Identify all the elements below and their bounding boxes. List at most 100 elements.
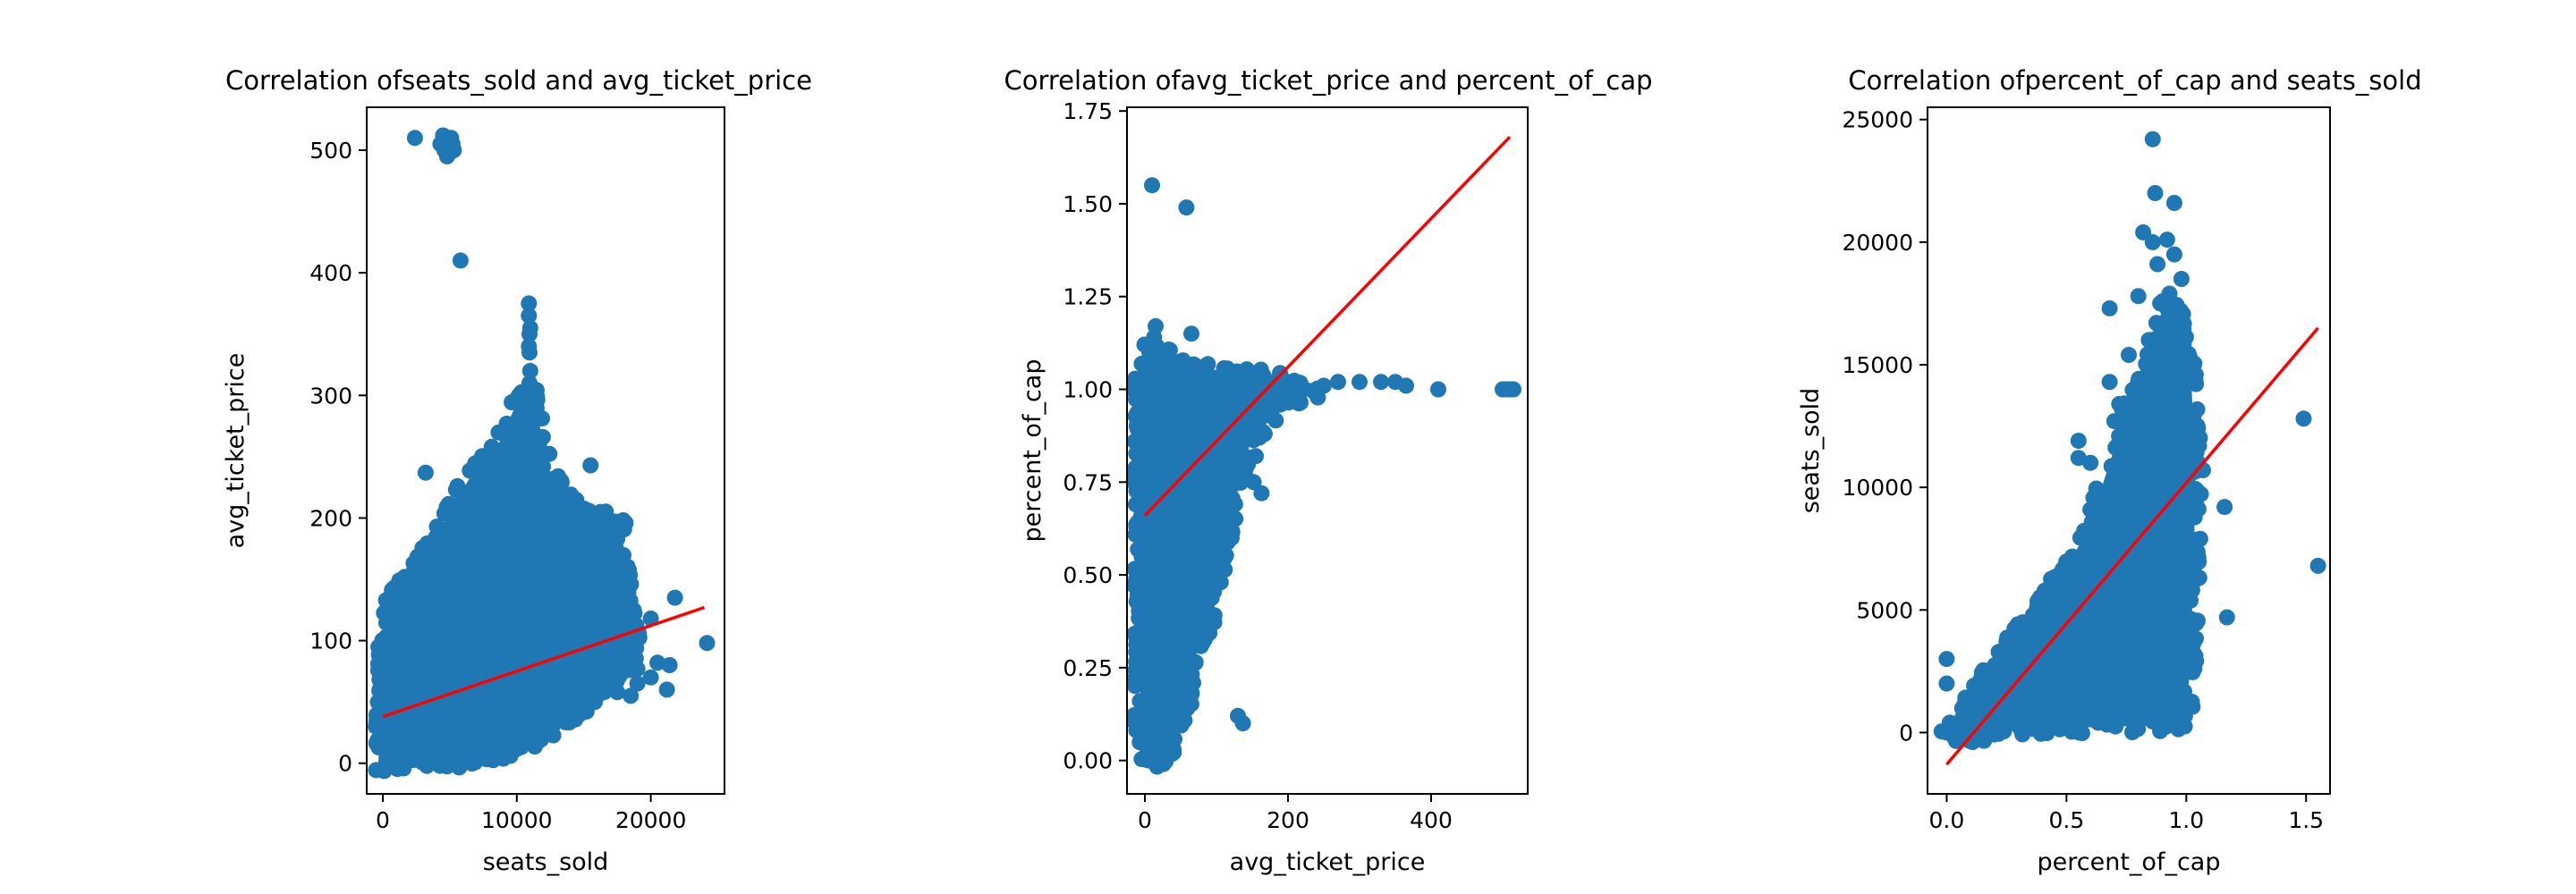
data-point [2158, 232, 2175, 249]
data-point [1938, 675, 1955, 692]
regression-line [1945, 326, 2319, 766]
data-point [612, 546, 629, 562]
data-point [521, 362, 538, 379]
data-point [2086, 504, 2103, 521]
y-tick-label: 0.25 [1063, 655, 1113, 681]
y-tick-label: 0.50 [1063, 562, 1113, 588]
data-point [1173, 717, 1190, 734]
data-point [1127, 465, 1143, 482]
y-tick-label: 0 [338, 751, 352, 777]
y-tick-label: 5000 [1856, 597, 1913, 623]
data-point [379, 757, 396, 774]
data-point [1398, 377, 1414, 394]
chart-title: Correlation ofavg_ticket_price and perce… [1004, 65, 1652, 96]
data-point [1136, 336, 1153, 353]
data-point [2157, 719, 2174, 736]
data-point [661, 657, 678, 673]
data-point [1129, 586, 1146, 603]
data-point [1128, 644, 1145, 661]
data-point [559, 512, 576, 529]
point-cloud-core [382, 567, 591, 763]
data-point [1128, 483, 1145, 500]
data-point [1185, 356, 1202, 373]
data-point [2111, 434, 2128, 451]
data-point [562, 705, 579, 721]
data-point [2121, 347, 2137, 363]
data-point [1255, 424, 1272, 441]
data-point [1938, 651, 1955, 668]
data-point [619, 650, 636, 667]
data-point [1286, 372, 1303, 389]
data-point [521, 414, 538, 431]
data-point [417, 464, 434, 481]
x-tick-label: 0.0 [1929, 807, 1965, 833]
data-point [458, 751, 475, 768]
data-point [2065, 721, 2082, 738]
regression-line [1143, 135, 1512, 517]
data-point [2070, 433, 2087, 449]
data-point [1954, 710, 1970, 727]
data-point [2106, 413, 2123, 430]
data-point [499, 418, 516, 434]
data-point [1132, 417, 1149, 434]
data-point [1128, 630, 1145, 647]
data-point [2051, 720, 2068, 737]
data-point [2173, 271, 2190, 287]
data-point [472, 746, 489, 763]
x-tick-label: 0.5 [2048, 807, 2084, 833]
y-tick-label: 0.00 [1063, 748, 1113, 774]
point-cloud-core [1145, 382, 1252, 687]
data-point [547, 714, 564, 731]
data-point [1430, 381, 1446, 398]
data-point [2175, 335, 2192, 352]
data-point [2060, 554, 2077, 571]
data-point [1135, 611, 1152, 628]
data-point [1373, 374, 1389, 391]
data-point [2101, 299, 2118, 316]
data-point [370, 646, 387, 663]
data-point [1272, 396, 1289, 413]
point-cloud-core [1982, 401, 2187, 713]
data-point [539, 446, 556, 462]
data-point [1128, 445, 1145, 462]
data-point [1956, 695, 1973, 711]
data-point [438, 758, 455, 775]
data-point [1206, 583, 1223, 600]
data-point [2165, 246, 2182, 263]
data-point [1127, 706, 1143, 723]
data-point [642, 669, 659, 686]
data-point [375, 698, 392, 715]
data-point [1316, 377, 1332, 394]
x-tick-label: 20000 [615, 807, 687, 833]
data-point [658, 681, 675, 698]
panel-price-vs-cap: Correlation ofavg_ticket_price and perce… [1004, 65, 1652, 876]
data-point [537, 473, 554, 490]
data-point [1274, 369, 1291, 386]
data-point [1127, 561, 1143, 578]
data-point [2098, 716, 2115, 733]
data-point [1148, 338, 1165, 355]
data-point [553, 472, 570, 489]
data-point [2147, 185, 2164, 201]
data-point [2093, 492, 2110, 509]
panel-seats-vs-price: Correlation ofseats_sold and avg_ticket_… [222, 65, 812, 876]
data-point [1262, 407, 1279, 424]
data-point [623, 687, 640, 704]
data-point [620, 585, 637, 601]
data-point [2130, 288, 2147, 305]
data-point [2144, 131, 2161, 148]
data-point [1253, 485, 1270, 502]
y-tick-label: 200 [309, 505, 352, 531]
x-tick-label: 200 [1267, 807, 1309, 833]
data-point [385, 597, 402, 614]
data-point [406, 130, 423, 147]
data-point [1144, 177, 1160, 194]
data-point [642, 610, 659, 627]
data-point [386, 579, 402, 596]
y-tick-label: 0 [1899, 720, 1913, 746]
y-tick-label: 1.25 [1063, 284, 1113, 310]
data-point [1187, 654, 1204, 670]
x-tick-label: 1.0 [2168, 807, 2204, 833]
data-point [1132, 406, 1149, 423]
